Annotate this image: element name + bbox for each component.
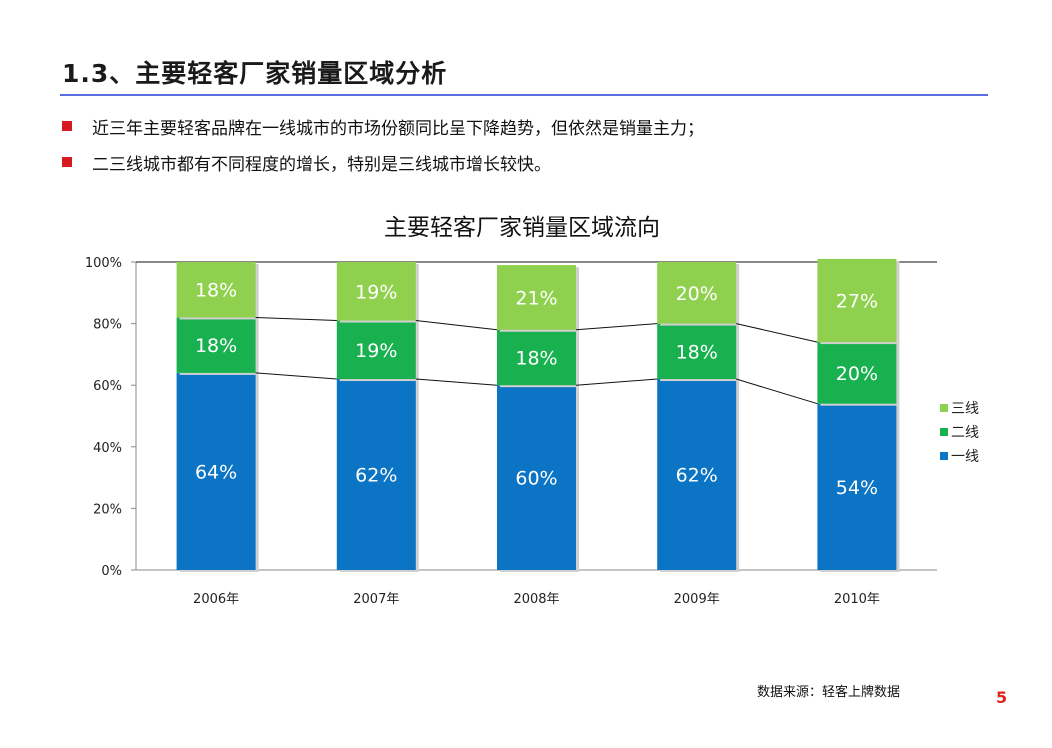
legend-swatch [940, 428, 948, 436]
bar-data-label: 60% [515, 468, 557, 490]
x-tick-label: 2007年 [353, 592, 399, 607]
bullet-item: 近三年主要轻客品牌在一线城市的市场份额同比呈下降趋势，但依然是销量主力； [62, 114, 704, 139]
legend-swatch [940, 404, 948, 412]
bar-data-label: 27% [836, 291, 878, 313]
bar-segment-三线 [497, 265, 576, 330]
bar-data-label: 21% [515, 287, 557, 309]
bar-data-label: 20% [836, 363, 878, 385]
legend-label: 一线 [951, 449, 979, 465]
y-tick-label: 40% [93, 441, 122, 456]
bar-segment-二线 [497, 329, 576, 386]
series-connector-line [575, 378, 658, 386]
y-tick-label: 0% [101, 564, 122, 579]
x-tick-label: 2006年 [193, 592, 239, 607]
bar-segment-二线 [176, 317, 256, 373]
bullet-square-icon [62, 157, 72, 167]
bar-data-label: 19% [355, 340, 397, 362]
x-tick-label: 2010年 [834, 592, 880, 607]
bar-segment-二线 [336, 320, 416, 380]
series-connector-line [255, 316, 337, 322]
x-tick-label: 2009年 [674, 592, 720, 607]
x-tick-label: 2008年 [513, 592, 559, 607]
legend-label: 二线 [951, 425, 979, 441]
page-number: 5 [996, 688, 1008, 707]
bullet-square-icon [62, 121, 72, 131]
bar-segment-三线 [817, 258, 897, 343]
chart-title: 主要轻客厂家销量区域流向 [384, 215, 660, 241]
y-tick-label: 20% [93, 502, 122, 517]
bar-data-label: 18% [676, 341, 718, 363]
bullet-text: 二三线城市都有不同程度的增长，特别是三线城市增长较快。 [92, 154, 551, 175]
bar-data-label: 20% [676, 283, 718, 305]
series-connector-line [736, 323, 818, 343]
bar-segment-一线 [176, 372, 256, 570]
data-source-note: 数据来源：轻客上牌数据 [757, 685, 901, 700]
bar-data-label: 54% [836, 477, 878, 499]
bullet-text: 近三年主要轻客品牌在一线城市的市场份额同比呈下降趋势，但依然是销量主力； [92, 118, 704, 139]
series-connector-line [255, 372, 337, 380]
bar-segment-一线 [336, 379, 416, 570]
bar-data-label: 19% [355, 281, 397, 303]
y-tick-label: 100% [85, 256, 122, 271]
series-connector-line [415, 378, 498, 386]
bar-segment-二线 [817, 342, 897, 404]
bar-segment-三线 [336, 262, 416, 321]
y-tick-label: 80% [93, 318, 122, 333]
series-connector-line [575, 323, 658, 331]
bar-segment-一线 [657, 379, 737, 570]
legend-label: 三线 [951, 401, 979, 417]
bar-segment-三线 [657, 262, 737, 324]
legend-swatch [940, 452, 948, 460]
bar-data-label: 18% [195, 280, 237, 302]
bar-data-label: 64% [195, 461, 237, 483]
bar-data-label: 62% [676, 465, 718, 487]
bar-data-label: 18% [515, 347, 557, 369]
bullet-list: 近三年主要轻客品牌在一线城市的市场份额同比呈下降趋势，但依然是销量主力； 二三线… [62, 114, 704, 186]
page-title: 1.3、主要轻客厂家销量区域分析 [62, 59, 448, 88]
bar-segment-一线 [497, 385, 576, 570]
y-tick-label: 60% [93, 379, 122, 394]
bar-segment-二线 [657, 323, 737, 380]
bar-data-label: 62% [355, 465, 397, 487]
title-divider [60, 94, 988, 96]
bar-data-label: 18% [195, 335, 237, 357]
bullet-item: 二三线城市都有不同程度的增长，特别是三线城市增长较快。 [62, 150, 704, 175]
series-connector-line [415, 320, 498, 331]
bar-segment-一线 [817, 403, 897, 570]
series-connector-line [736, 378, 818, 405]
bar-segment-三线 [176, 262, 256, 318]
